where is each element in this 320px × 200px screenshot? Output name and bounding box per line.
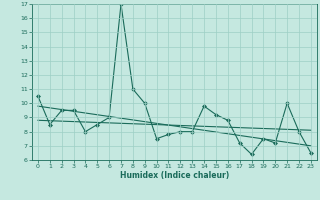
X-axis label: Humidex (Indice chaleur): Humidex (Indice chaleur) bbox=[120, 171, 229, 180]
